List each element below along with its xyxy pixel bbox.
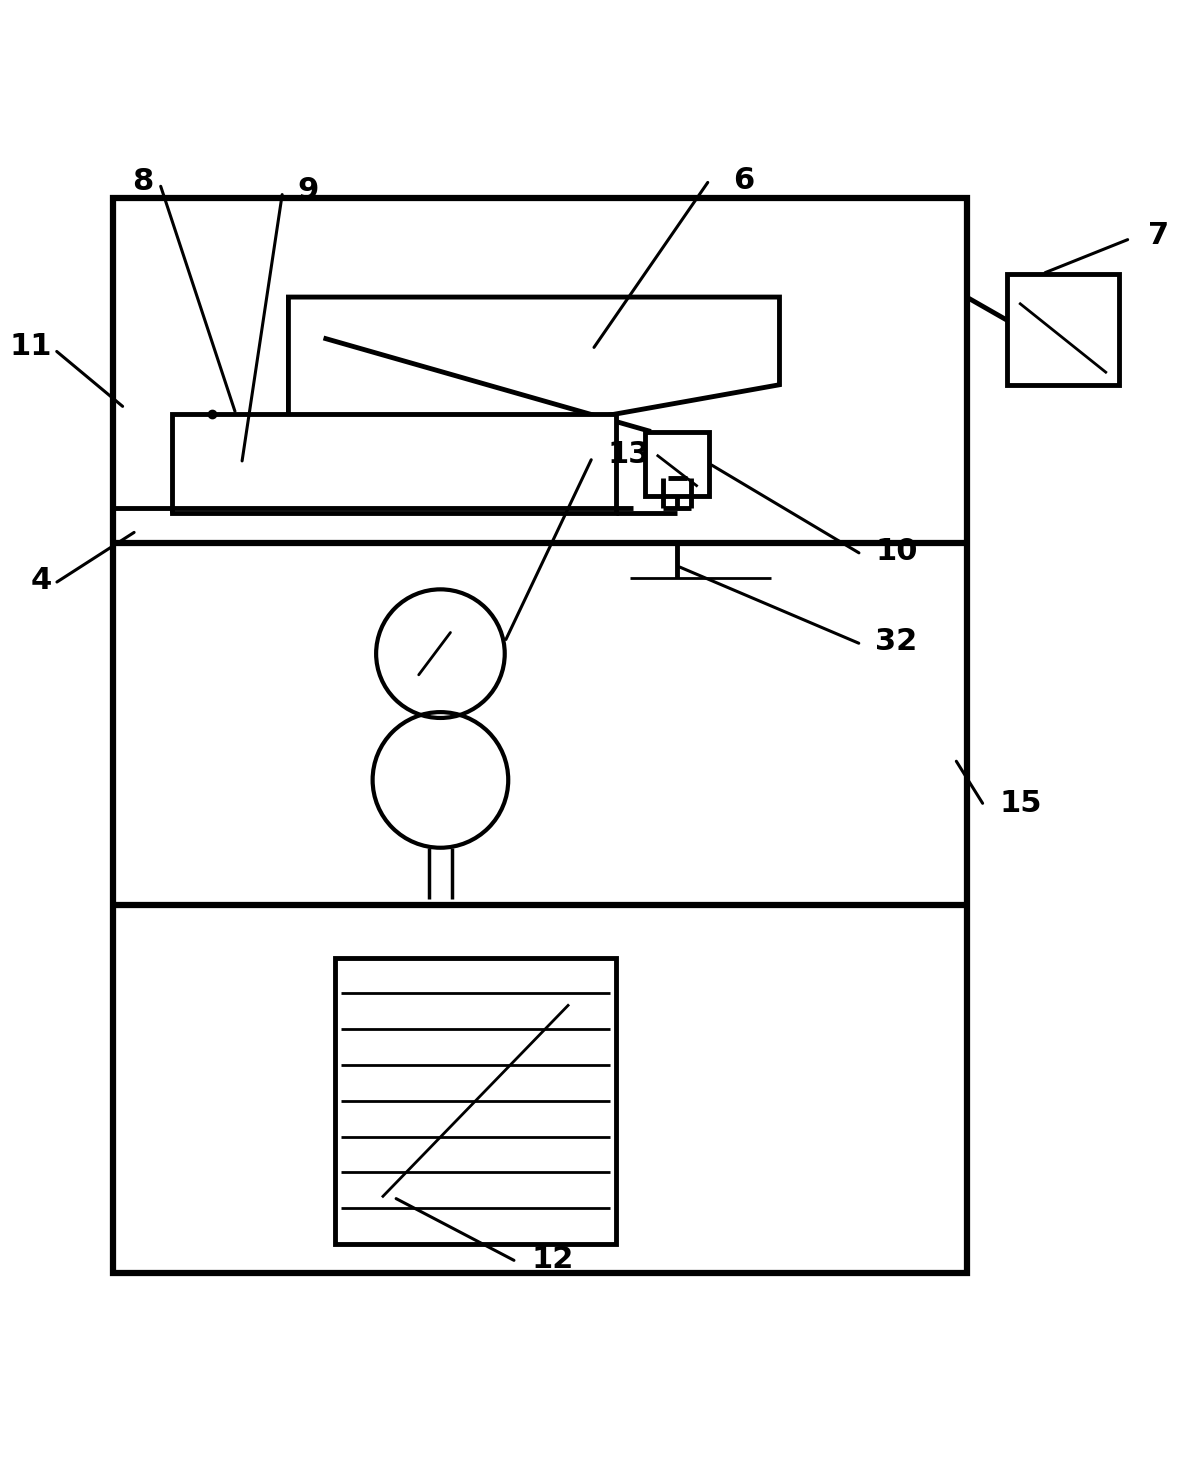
Text: 32: 32 — [876, 628, 918, 656]
Text: 7: 7 — [1148, 221, 1169, 250]
Text: 13: 13 — [607, 440, 650, 469]
Text: 12: 12 — [532, 1244, 574, 1274]
Bar — [335, 958, 616, 1244]
Bar — [172, 413, 616, 513]
Text: 8: 8 — [132, 166, 153, 196]
Text: 10: 10 — [876, 537, 918, 566]
Text: 11: 11 — [9, 331, 52, 360]
Text: 15: 15 — [999, 788, 1042, 818]
Bar — [645, 431, 710, 496]
Bar — [113, 197, 966, 1274]
Bar — [1008, 274, 1118, 385]
Text: 9: 9 — [298, 177, 319, 204]
Text: 6: 6 — [733, 166, 754, 194]
Text: 4: 4 — [31, 565, 52, 594]
